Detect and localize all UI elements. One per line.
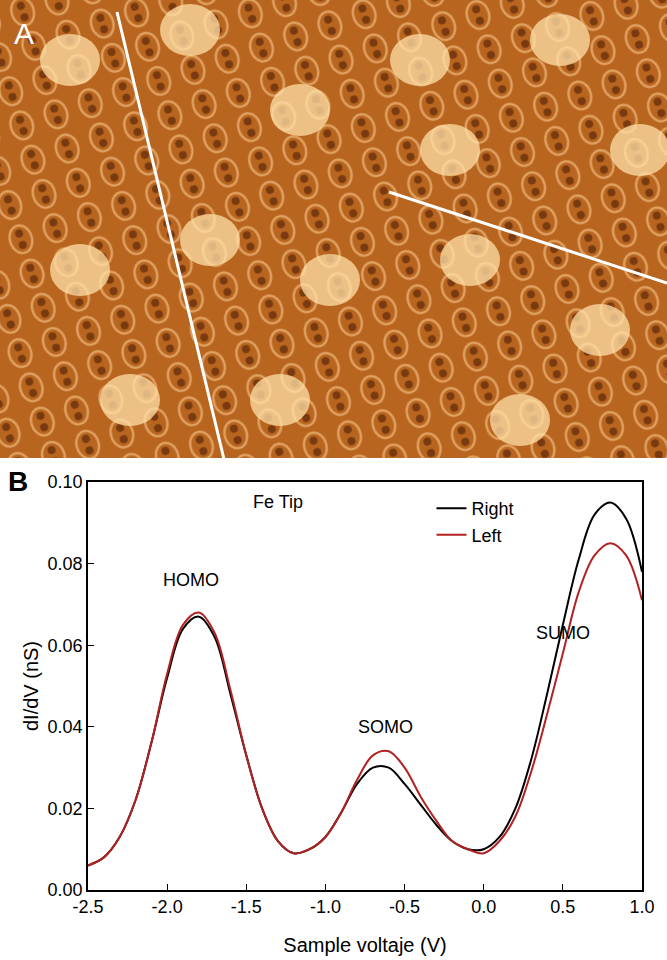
svg-text:0.00: 0.00 bbox=[48, 880, 83, 900]
svg-text:HOMO: HOMO bbox=[163, 570, 219, 590]
svg-text:0.02: 0.02 bbox=[48, 799, 83, 819]
svg-text:-2.5: -2.5 bbox=[72, 897, 103, 917]
svg-text:Right: Right bbox=[471, 499, 513, 519]
svg-text:A: A bbox=[14, 17, 34, 50]
svg-text:0.06: 0.06 bbox=[48, 636, 83, 656]
svg-text:SOMO: SOMO bbox=[358, 717, 413, 737]
svg-text:-1.5: -1.5 bbox=[231, 897, 262, 917]
svg-text:0.0: 0.0 bbox=[471, 897, 496, 917]
svg-text:0.10: 0.10 bbox=[48, 472, 83, 492]
svg-text:Left: Left bbox=[471, 526, 501, 546]
svg-text:0.08: 0.08 bbox=[48, 554, 83, 574]
svg-text:0.5: 0.5 bbox=[550, 897, 575, 917]
svg-text:Sample voltaje (V): Sample voltaje (V) bbox=[283, 934, 446, 956]
svg-text:dI/dV (nS): dI/dV (nS) bbox=[20, 641, 42, 731]
svg-text:0.04: 0.04 bbox=[48, 717, 83, 737]
svg-text:-2.0: -2.0 bbox=[152, 897, 183, 917]
svg-text:1.0: 1.0 bbox=[629, 897, 654, 917]
svg-text:-1.0: -1.0 bbox=[310, 897, 341, 917]
svg-text:SUMO: SUMO bbox=[536, 623, 590, 643]
svg-text:Fe Tip: Fe Tip bbox=[253, 492, 303, 512]
svg-text:-0.5: -0.5 bbox=[389, 897, 420, 917]
html-text:B: B bbox=[8, 466, 29, 497]
